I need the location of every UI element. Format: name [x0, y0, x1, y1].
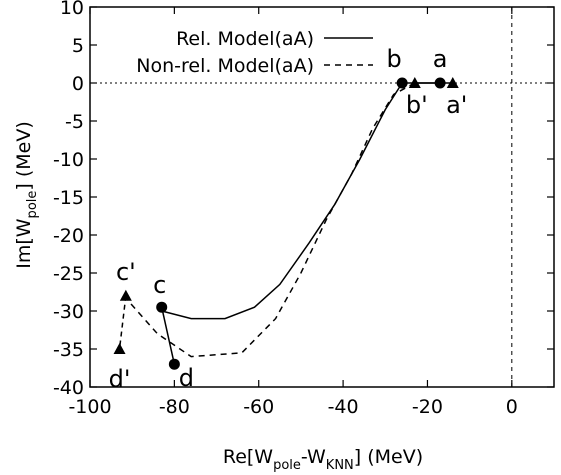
y-tick-label: -20 — [53, 225, 84, 247]
x-tick-label: -20 — [412, 396, 443, 418]
y-tick-label: -40 — [53, 377, 84, 399]
point-marker-triangle — [113, 343, 126, 354]
connector-segment — [118, 295, 127, 350]
y-axis-title: Im[Wpole] (MeV) — [13, 121, 40, 269]
series-line-2 — [123, 82, 416, 358]
legend-label: Non-rel. Model(aA) — [136, 55, 314, 77]
points-layer: a b c d a' b' c' d' — [109, 45, 468, 393]
point-label: a' — [446, 91, 467, 119]
plot-frame — [89, 6, 555, 388]
point-label: c — [153, 271, 166, 299]
point-marker-circle — [434, 77, 446, 89]
y-tick-label: 10 — [60, 0, 84, 19]
x-tick-label: -100 — [68, 396, 111, 418]
point-label: d' — [109, 365, 131, 393]
x-tick-label: 0 — [506, 396, 518, 418]
series-line-1 — [161, 82, 403, 320]
point-label: b — [387, 45, 402, 73]
x-axis-title: Re[Wpole-WKNN] (MeV) — [223, 446, 423, 473]
point-marker-circle — [396, 77, 408, 89]
legend-label: Rel. Model(aA) — [176, 28, 314, 50]
y-tick-label: -5 — [65, 111, 84, 133]
point-label: c' — [116, 258, 136, 286]
y-tick-label: -15 — [53, 187, 84, 209]
series-layer — [118, 82, 453, 365]
point-label: a — [433, 45, 448, 73]
reference-lines — [90, 7, 554, 387]
y-tick-label: 0 — [72, 73, 84, 95]
y-tick-label: -30 — [53, 301, 84, 323]
point-label: d — [179, 364, 194, 392]
point-marker-circle — [168, 358, 180, 370]
y-tick-label: -10 — [53, 149, 84, 171]
point-label: b' — [406, 91, 428, 119]
point-marker-triangle — [408, 77, 421, 88]
legend: Rel. Model(aA) Non-rel. Model(aA) — [136, 28, 373, 77]
x-tick-label: -40 — [328, 396, 359, 418]
point-marker-triangle — [446, 77, 459, 88]
y-tick-label: -35 — [53, 339, 84, 361]
x-tick-label: -80 — [159, 396, 190, 418]
x-tick-label: -60 — [243, 396, 274, 418]
y-tick-label: 5 — [72, 35, 84, 57]
y-tick-label: -25 — [53, 263, 84, 285]
point-marker-circle — [156, 301, 168, 313]
connector-segment — [160, 307, 176, 365]
point-marker-triangle — [119, 289, 132, 301]
